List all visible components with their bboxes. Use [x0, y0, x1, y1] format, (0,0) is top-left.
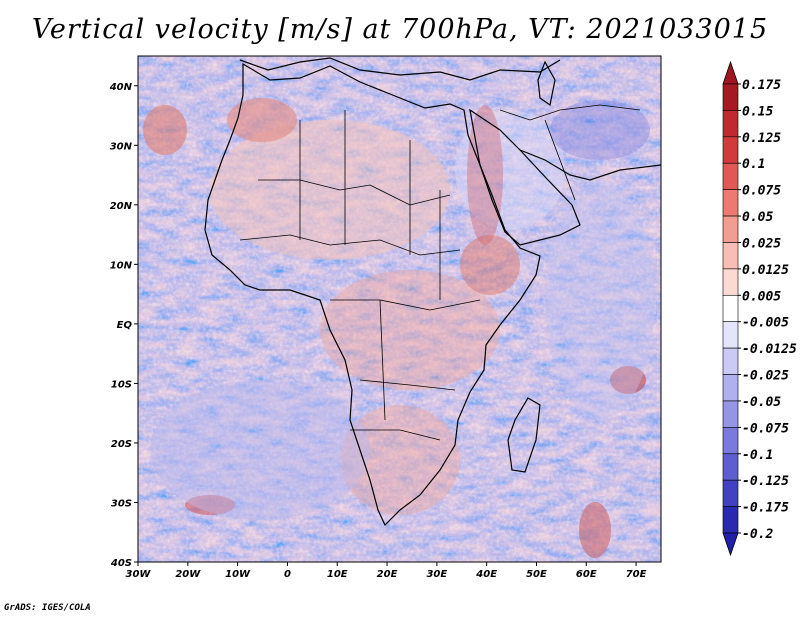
- grads-credit: GrADS: IGES/COLA: [4, 603, 91, 613]
- europe-coastline: [239, 57, 561, 81]
- patch-ethiopia: [460, 235, 520, 295]
- y-axis-ticks: 40N 30N 20N 10N EQ 10S 20S 30S 40S: [109, 82, 138, 569]
- x-tick-label: 10E: [327, 569, 348, 580]
- patch-southern-africa: [340, 405, 460, 515]
- x-tick-label: 20W: [175, 569, 201, 580]
- persian-gulf: [519, 149, 661, 181]
- y-tick-label: 20S: [111, 439, 132, 450]
- x-tick-label: 50E: [526, 569, 547, 580]
- caspian-coastline: [537, 60, 556, 107]
- plot-frame: [137, 55, 662, 563]
- y-tick-label: 30N: [110, 141, 133, 152]
- country-borders: [239, 104, 641, 441]
- patch-iran: [550, 100, 650, 160]
- y-tick-label: 30S: [111, 498, 132, 509]
- border-mideast: [499, 104, 641, 201]
- x-tick-label: 0: [284, 569, 291, 580]
- border-southern: [350, 429, 441, 441]
- x-tick-label: 10W: [225, 569, 251, 580]
- border-central: [330, 299, 481, 311]
- y-tick-label: EQ: [117, 320, 133, 331]
- arabia-coastline: [469, 108, 581, 246]
- y-tick-label: 10S: [111, 379, 132, 390]
- field-patches: [143, 98, 655, 558]
- border-sahel: [239, 234, 461, 256]
- x-tick-label: 30W: [126, 569, 152, 580]
- patch-indian-ocean-cyclone: [610, 366, 646, 394]
- x-tick-label: 30E: [426, 569, 447, 580]
- patch-arabia: [455, 110, 565, 230]
- patch-indian-ocean-south: [579, 502, 611, 558]
- x-axis-ticks: 30W 20W 10W 0 10E 20E 30E 40E 50E 60E 70E: [126, 562, 647, 580]
- coastlines: [204, 57, 661, 527]
- y-tick-label: 40N: [109, 82, 133, 93]
- africa-coastline: [204, 62, 541, 527]
- patch-north-africa: [210, 120, 450, 260]
- x-tick-label: 70E: [626, 569, 647, 580]
- x-tick-label: 20E: [377, 569, 398, 580]
- madagascar-coastline: [507, 397, 541, 473]
- map-title: Vertical velocity [m/s] at 700hPa, VT: 2…: [31, 14, 769, 45]
- border-verticals: [299, 110, 441, 421]
- border-south: [359, 379, 456, 391]
- patch-atlantic-south: [185, 495, 235, 515]
- x-tick-label: 40E: [475, 569, 497, 580]
- patch-atlantic-north: [143, 105, 187, 155]
- x-tick-label: 60E: [576, 569, 597, 580]
- y-tick-label: 20N: [110, 201, 133, 212]
- y-tick-label: 40S: [110, 558, 132, 569]
- patch-ocean-blue-south: [150, 380, 370, 520]
- patch-ocean-blue-east: [545, 180, 655, 420]
- patch-morocco: [227, 98, 297, 142]
- y-tick-label: 10N: [110, 260, 133, 271]
- border-sahara-west: [258, 179, 451, 206]
